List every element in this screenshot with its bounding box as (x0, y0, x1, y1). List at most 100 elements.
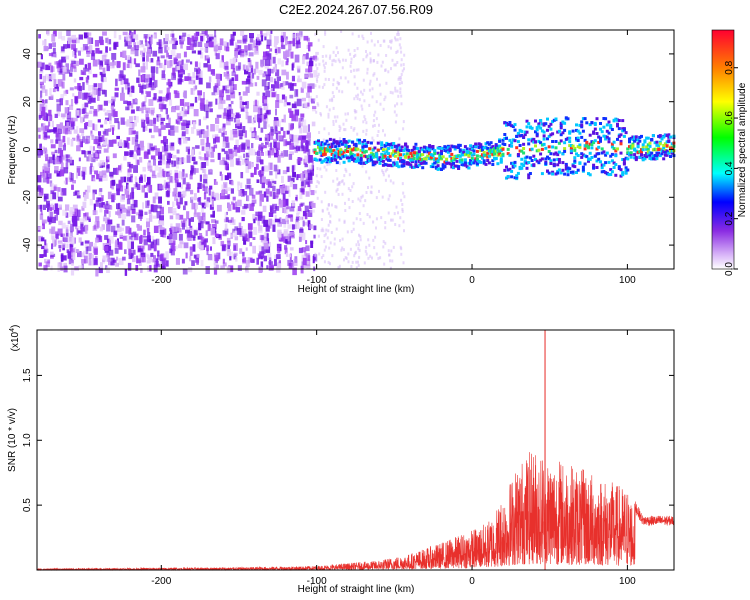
noise-speckle (380, 216, 383, 220)
noise-speckle (123, 156, 127, 161)
noise-speckle (111, 225, 116, 233)
ridge-cell (663, 142, 667, 146)
ridge-cell (525, 125, 529, 129)
noise-speckle (180, 42, 183, 49)
noise-speckle (150, 66, 156, 73)
noise-speckle (235, 207, 241, 213)
noise-speckle (112, 127, 114, 135)
noise-speckle (103, 52, 108, 57)
ridge-cell (631, 145, 635, 149)
noise-speckle (228, 156, 232, 161)
noise-speckle (43, 193, 49, 200)
ridge-cell (358, 159, 361, 163)
colorbar-tick-label: 0.0 (724, 262, 735, 276)
x-tick-label: 0 (469, 576, 475, 587)
ridge-cell (546, 155, 549, 159)
x-tick-label: -100 (307, 576, 327, 587)
ridge-cell (667, 135, 671, 139)
ridge-cell (551, 120, 555, 124)
ridge-cell (474, 144, 478, 148)
noise-speckle (268, 162, 271, 171)
ridge-cell (317, 139, 320, 143)
noise-speckle (265, 225, 270, 232)
ridge-cell (453, 157, 457, 161)
noise-speckle (49, 211, 54, 219)
noise-speckle (300, 113, 305, 118)
noise-speckle (296, 174, 299, 181)
noise-speckle (72, 218, 78, 227)
noise-speckle (301, 247, 306, 253)
ridge-cell (547, 171, 551, 175)
noise-speckle (136, 150, 140, 154)
noise-speckle (255, 39, 261, 46)
ridge-cell (465, 165, 469, 169)
noise-speckle (229, 256, 232, 261)
noise-speckle (95, 150, 98, 154)
noise-speckle (327, 115, 330, 119)
noise-speckle (46, 76, 51, 80)
noise-speckle (165, 33, 169, 42)
noise-speckle (229, 58, 235, 65)
noise-speckle (227, 245, 230, 253)
noise-speckle (160, 121, 164, 126)
noise-speckle (333, 242, 336, 246)
noise-speckle (148, 83, 153, 88)
ridge-cell (590, 140, 594, 144)
noise-speckle (195, 255, 200, 263)
noise-speckle (230, 113, 235, 119)
noise-speckle (134, 116, 139, 123)
ridge-cell (332, 155, 336, 159)
noise-speckle (224, 223, 228, 231)
noise-speckle (97, 83, 103, 91)
noise-speckle (48, 43, 52, 49)
noise-speckle (45, 135, 50, 139)
ridge-cell (506, 168, 510, 172)
ridge-cell (602, 117, 606, 120)
ridge-cell (422, 150, 426, 154)
noise-speckle (359, 199, 362, 203)
noise-speckle (395, 51, 398, 54)
noise-speckle (347, 197, 350, 201)
noise-speckle (92, 189, 97, 195)
noise-speckle (324, 61, 327, 65)
noise-speckle (145, 253, 149, 258)
ridge-cell (392, 142, 396, 145)
noise-speckle (344, 167, 347, 171)
ridge-cell (511, 162, 515, 166)
noise-speckle (256, 75, 260, 80)
noise-speckle (116, 223, 120, 228)
noise-speckle (206, 188, 210, 192)
noise-speckle (134, 45, 139, 51)
noise-speckle (285, 37, 288, 46)
noise-speckle (323, 69, 326, 73)
ridge-cell (417, 163, 421, 167)
noise-speckle (175, 119, 179, 124)
noise-speckle (86, 97, 90, 101)
noise-speckle (106, 252, 110, 258)
noise-speckle (321, 85, 324, 89)
noise-speckle (300, 202, 305, 206)
ridge-cell (400, 145, 404, 149)
noise-speckle (209, 168, 212, 173)
noise-speckle (53, 210, 57, 214)
noise-speckle (399, 90, 402, 94)
noise-speckle (86, 52, 90, 57)
ridge-cell (405, 152, 409, 156)
noise-speckle (250, 258, 255, 263)
noise-speckle (203, 168, 207, 177)
ridge-cell (583, 144, 587, 148)
noise-speckle (87, 36, 92, 45)
noise-speckle (170, 142, 175, 147)
noise-speckle (256, 257, 259, 265)
noise-speckle (116, 203, 120, 210)
ridge-cell (417, 159, 421, 163)
noise-speckle (357, 263, 360, 267)
ridge-cell (421, 166, 425, 170)
noise-speckle (344, 209, 347, 212)
ridge-cell (595, 147, 599, 151)
ridge-cell (493, 157, 496, 161)
noise-speckle (109, 47, 112, 51)
noise-speckle (336, 187, 339, 191)
noise-speckle (328, 56, 331, 60)
noise-speckle (266, 265, 269, 269)
